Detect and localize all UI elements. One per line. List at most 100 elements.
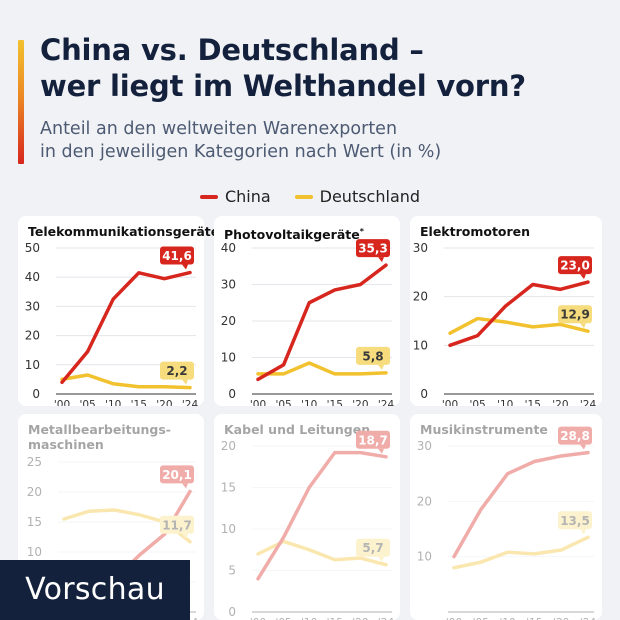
value-label-box-deutschland xyxy=(558,511,592,530)
value-label-china: 35,3 xyxy=(358,242,388,256)
x-tick-label-1: '05 xyxy=(275,617,291,620)
y-tick-label-2: 20 xyxy=(221,314,236,328)
y-tick-label-0: 0 xyxy=(228,387,236,401)
panel-title-3: Elektromotoren xyxy=(420,224,531,239)
series-line-deutschland xyxy=(452,535,590,570)
series-line-china xyxy=(256,263,388,382)
y-tick-label-2: 20 xyxy=(25,329,40,343)
legend-item-china: China xyxy=(199,186,271,208)
y-tick-label-0: 0 xyxy=(228,605,236,619)
value-label-box-china xyxy=(356,239,390,258)
value-label-china: 41,6 xyxy=(162,249,192,263)
value-label-china: 28,8 xyxy=(560,429,590,443)
value-label-deutschland: 2,2 xyxy=(166,364,187,378)
panel-title-4-line-1: Metallbearbeitungs- xyxy=(28,422,171,437)
value-label-pointer-deutschland xyxy=(182,379,188,385)
x-tick-label-5: '24 xyxy=(580,617,597,620)
legend-label-china: China xyxy=(224,187,271,206)
value-label-pointer-china xyxy=(378,257,384,263)
x-tick-label-4: '20 xyxy=(156,399,172,406)
value-label-pointer-china xyxy=(182,264,188,270)
series-line-deutschland xyxy=(60,373,192,390)
x-tick-label-0: '00 xyxy=(446,617,462,620)
value-label-pointer-china xyxy=(580,274,586,280)
value-label-box-china xyxy=(356,430,390,449)
value-label-deutschland: 5,8 xyxy=(362,349,383,363)
x-tick-label-2: '10 xyxy=(497,399,513,406)
x-tick-label-2: '10 xyxy=(301,617,317,620)
panel-title-2-text: Photovoltaikgeräte xyxy=(224,227,360,243)
legend: China Deutschland xyxy=(0,186,620,208)
panel-title-1: Telekommunikationsgeräte xyxy=(28,224,220,239)
series-line-china xyxy=(452,450,590,559)
x-tick-label-3: '15 xyxy=(327,617,343,620)
chart-subtitle-line-1: Anteil an den weltweiten Warenexporten xyxy=(40,119,398,139)
value-label-box-deutschland xyxy=(356,538,390,557)
value-label-deutschland: 5,7 xyxy=(362,541,383,555)
value-label-pointer-deutschland xyxy=(182,533,188,539)
y-tick-label-4: 20 xyxy=(27,485,42,499)
x-tick-label-3: '15 xyxy=(327,399,343,406)
series-line-china xyxy=(448,280,590,348)
value-label-deutschland: 12,9 xyxy=(560,308,590,322)
value-label-china: 23,0 xyxy=(560,259,590,273)
panel-title-2-note: * xyxy=(359,227,364,236)
series-line-deutschland xyxy=(256,361,388,376)
panel-title-2: Photovoltaikgeräte* xyxy=(224,224,394,242)
y-tick-label-0: 0 xyxy=(420,387,428,401)
x-tick-label-0: '00 xyxy=(54,399,70,406)
value-label-pointer-deutschland xyxy=(580,529,586,535)
chart-panel-2: Photovoltaikgeräte* 0 10 20 30 40 '00 '05 '10 '1… xyxy=(214,216,400,406)
chart-svg-2: 0 10 20 30 40 '00 '05 '10 '15 '20 '24 35,3 5,8 xyxy=(221,239,394,406)
y-tick-label-3: 30 xyxy=(221,278,236,292)
y-tick-label-2: 30 xyxy=(417,439,432,453)
x-tick-label-2: '10 xyxy=(301,399,317,406)
x-tick-label-1: '05 xyxy=(79,399,95,406)
value-label-box-china xyxy=(160,465,194,484)
value-label-pointer-china xyxy=(182,483,188,489)
chart-panel-1: Telekommunikationsgeräte 0 10 20 30 40 50 '00 '… xyxy=(18,216,220,406)
x-tick-label-2: '10 xyxy=(105,399,121,406)
x-tick-label-5: '24 xyxy=(182,617,199,620)
title-accent-bar xyxy=(18,40,24,164)
legend-swatch-china xyxy=(199,195,218,199)
series-line-china xyxy=(256,450,388,581)
value-label-box-china xyxy=(558,426,592,445)
chart-svg-6: 10 20 30 '00 '05 '10 '15 '20 '24 28,8 13,5 xyxy=(417,426,597,620)
series-line-deutschland xyxy=(448,316,590,335)
value-label-pointer-china xyxy=(580,444,586,450)
y-tick-label-0: 0 xyxy=(32,387,40,401)
panel-title-6: Musikinstrumente xyxy=(420,422,548,437)
x-tick-label-1: '05 xyxy=(473,617,489,620)
value-label-pointer-deutschland xyxy=(580,323,586,329)
value-label-box-deutschland xyxy=(160,515,194,534)
y-tick-label-1: 10 xyxy=(413,338,428,352)
chart-svg-3: 0 10 20 30 '00 '05 '10 '15 '20 '24 23,0 12,9 xyxy=(413,241,597,406)
chart-subtitle: Anteil an den weltweiten Warenexporten i… xyxy=(40,118,610,164)
x-tick-label-1: '05 xyxy=(275,399,291,406)
value-label-box-china xyxy=(160,246,194,265)
x-tick-label-3: '15 xyxy=(131,399,147,406)
x-tick-label-4: '20 xyxy=(552,399,568,406)
y-tick-label-5: 50 xyxy=(25,241,40,255)
y-tick-label-1: 10 xyxy=(25,358,40,372)
legend-swatch-deutschland xyxy=(294,195,313,199)
value-label-pointer-deutschland xyxy=(378,556,384,562)
value-label-box-deutschland xyxy=(356,346,390,365)
y-tick-label-1: 10 xyxy=(221,351,236,365)
value-label-china: 18,7 xyxy=(358,433,388,447)
value-label-box-deutschland xyxy=(160,361,194,380)
y-tick-label-3: 15 xyxy=(27,515,42,529)
x-tick-label-0: '00 xyxy=(250,399,266,406)
y-tick-label-1: 5 xyxy=(228,564,236,578)
panel-title-4-line-2: maschinen xyxy=(28,437,104,452)
chart-title-line-1: China vs. Deutschland – xyxy=(40,33,424,67)
value-label-box-deutschland xyxy=(558,305,592,324)
y-tick-label-2: 10 xyxy=(221,522,236,536)
legend-item-deutschland: Deutschland xyxy=(294,186,420,208)
series-line-china xyxy=(60,270,192,385)
y-tick-label-0: 10 xyxy=(417,550,432,564)
y-tick-label-4: 40 xyxy=(221,241,236,255)
value-label-deutschland: 13,5 xyxy=(560,514,590,528)
y-tick-label-2: 20 xyxy=(413,290,428,304)
